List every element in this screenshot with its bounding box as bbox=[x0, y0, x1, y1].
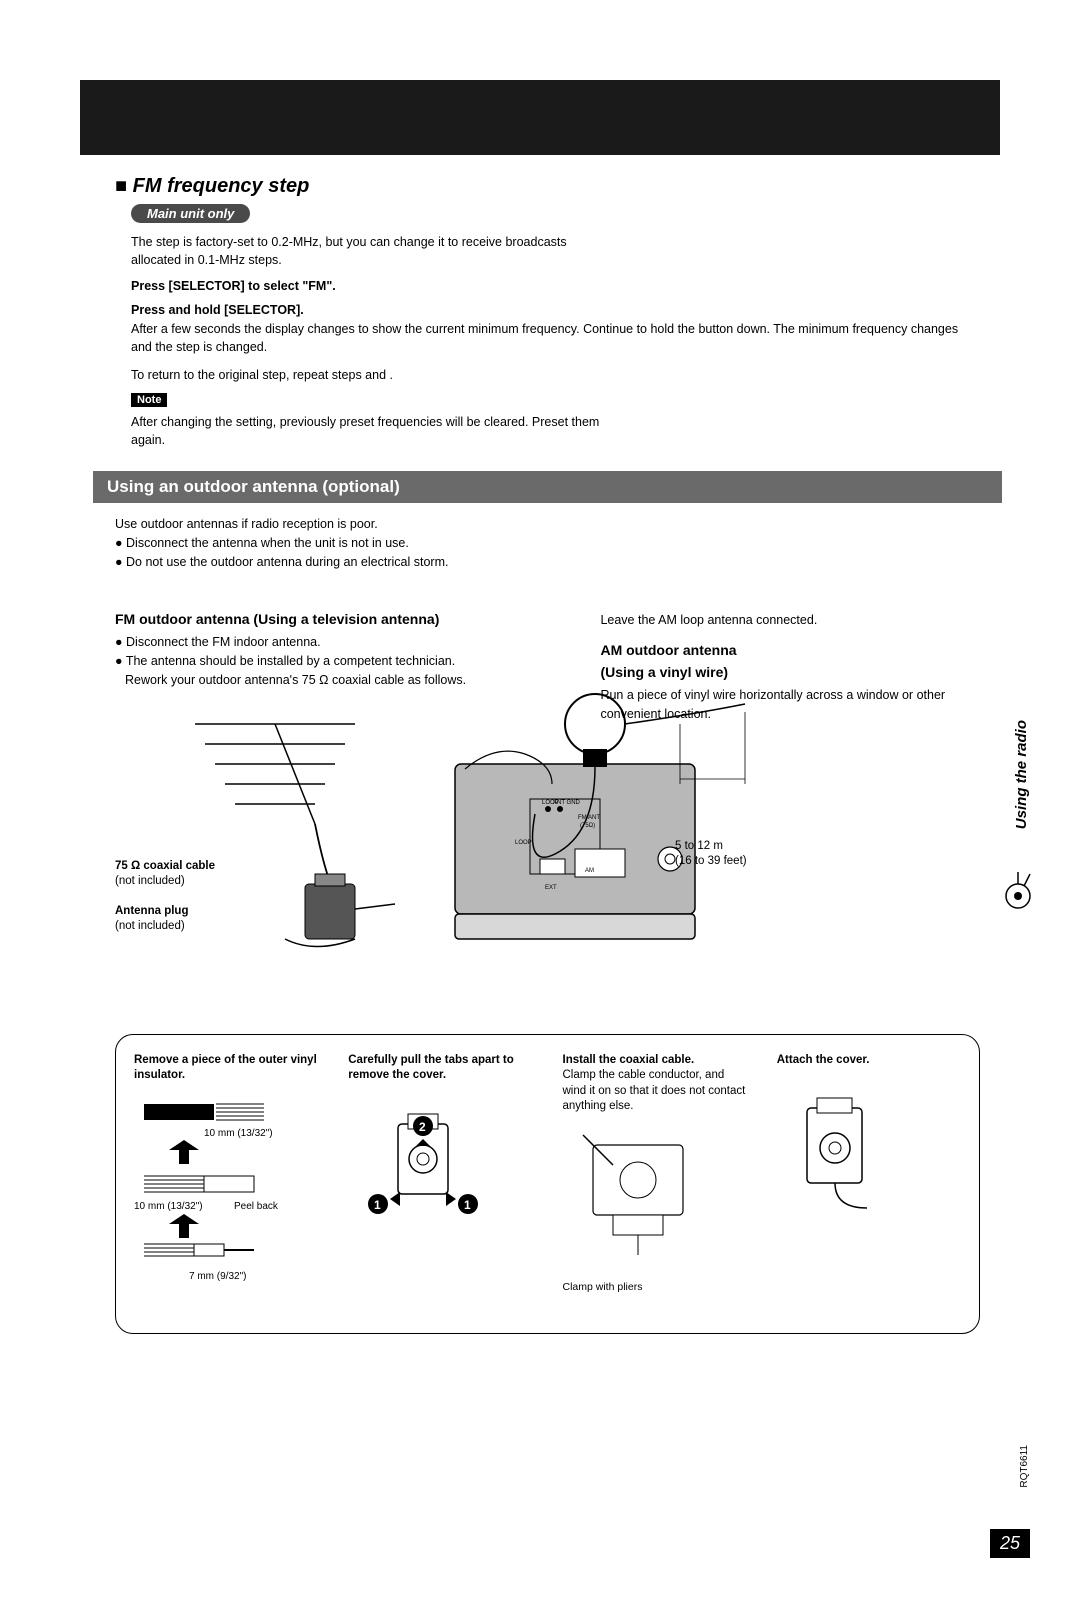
top-banner bbox=[80, 80, 1000, 155]
fm-outdoor-heading: FM outdoor antenna (Using a television a… bbox=[115, 611, 570, 627]
fm-bullet1: ● Disconnect the FM indoor antenna. bbox=[115, 633, 570, 652]
page-number: 25 bbox=[990, 1529, 1030, 1558]
svg-text:10 mm (13/32"): 10 mm (13/32") bbox=[134, 1201, 203, 1212]
side-tab: Using the radio bbox=[1013, 720, 1030, 829]
outdoor-intro3: ● Do not use the outdoor antenna during … bbox=[115, 553, 980, 572]
instr1-title: Remove a piece of the outer vinyl insula… bbox=[134, 1053, 318, 1084]
clamp-label: Clamp with pliers bbox=[563, 1280, 747, 1294]
step1: Press [SELECTOR] to select "FM". bbox=[131, 279, 336, 293]
instr3-title: Install the coaxial cable. bbox=[563, 1053, 747, 1069]
distance-label: 5 to 12 m (16 to 39 feet) bbox=[675, 839, 747, 870]
instr3-text: Clamp the cable conductor, and wind it o… bbox=[563, 1068, 747, 1115]
am-heading1: AM outdoor antenna bbox=[600, 642, 980, 658]
strip-cable-icon: 10 mm (13/32") 10 mm (13/32") Peel back bbox=[134, 1084, 294, 1284]
svg-text:Peel back: Peel back bbox=[234, 1201, 279, 1212]
instruction-box: Remove a piece of the outer vinyl insula… bbox=[115, 1034, 980, 1334]
svg-text:10 mm (13/32"): 10 mm (13/32") bbox=[204, 1128, 273, 1139]
am-heading2: (Using a vinyl wire) bbox=[600, 664, 980, 680]
doc-ref: RQT6611 bbox=[1019, 1445, 1030, 1488]
radio-antenna-icon bbox=[1004, 870, 1032, 910]
am-loop-icon bbox=[495, 684, 755, 904]
instr4-title: Attach the cover. bbox=[777, 1053, 961, 1069]
note-text: After changing the setting, previously p… bbox=[131, 413, 611, 449]
main-unit-badge: Main unit only bbox=[131, 204, 250, 223]
attach-cover-icon bbox=[777, 1068, 907, 1218]
coax-label: 75 Ω coaxial cable (not included) bbox=[115, 859, 215, 890]
plug-label: Antenna plug (not included) bbox=[115, 904, 188, 935]
svg-text:1: 1 bbox=[464, 1198, 471, 1212]
antenna-plug-icon bbox=[275, 864, 395, 964]
outdoor-intro1: Use outdoor antennas if radio reception … bbox=[115, 515, 980, 534]
pull-tabs-icon: 2 1 1 bbox=[348, 1084, 498, 1264]
fm-intro: The step is factory-set to 0.2-MHz, but … bbox=[131, 233, 611, 269]
step2: Press and hold [SELECTOR]. bbox=[131, 303, 304, 317]
note-badge: Note bbox=[131, 393, 167, 407]
svg-text:2: 2 bbox=[419, 1120, 426, 1134]
outdoor-intro2: ● Disconnect the antenna when the unit i… bbox=[115, 534, 980, 553]
fm-bullet2: ● The antenna should be installed by a c… bbox=[115, 652, 570, 671]
instr2-title: Carefully pull the tabs apart to remove … bbox=[348, 1053, 532, 1084]
svg-text:1: 1 bbox=[374, 1198, 381, 1212]
install-cable-icon bbox=[563, 1115, 733, 1275]
main-diagram: LOOP ANT GND FM ANT (75Ω) LOOP AM EXT bbox=[115, 744, 980, 1024]
svg-text:7 mm (9/32"): 7 mm (9/32") bbox=[189, 1271, 246, 1282]
return-text: To return to the original step, repeat s… bbox=[131, 366, 611, 384]
outdoor-antenna-bar: Using an outdoor antenna (optional) bbox=[93, 471, 1002, 503]
step2-detail: After a few seconds the display changes … bbox=[131, 322, 958, 354]
fm-freq-title: FM frequency step bbox=[115, 175, 980, 198]
leave-am: Leave the AM loop antenna connected. bbox=[600, 611, 980, 630]
